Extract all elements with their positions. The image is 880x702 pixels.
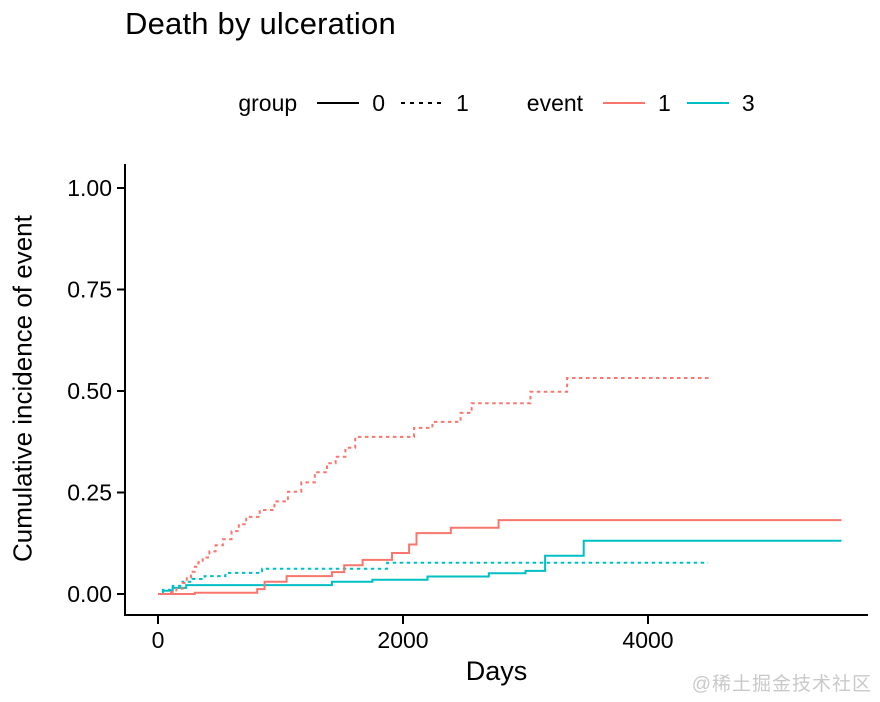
x-tick-label: 0 [152,627,165,653]
legend-group-section: group 0 1 [238,90,468,117]
series-group-0-event-3-line [158,539,842,595]
x-axis-title: Days [465,656,528,686]
watermark: @稀土掘金技术社区 [691,674,872,695]
series-group-1-event-1-line [158,377,710,595]
series-group-1-event-3-line [158,561,708,595]
event3-line-swatch [686,102,729,104]
legend-event-section: event 1 3 [527,90,755,117]
page-title: Death by ulceration [125,6,396,41]
legend-item-group-0: 0 [317,90,385,117]
legend-item-event-3: 3 [686,89,755,117]
y-tick-label: 0.50 [67,378,112,404]
legend: group 0 1 event 1 3 [125,86,868,120]
legend-group-title: group [238,89,298,116]
legend-item-event-1: 1 [603,90,671,117]
legend-label-event-1: 1 [658,89,671,116]
solid-line-swatch [317,102,360,104]
series-group-0-event-1-line [158,519,842,595]
y-tick-label: 0.25 [67,480,112,506]
event1-line-swatch [603,102,646,104]
legend-label-group-0: 0 [372,89,385,116]
y-tick-label: 0.75 [67,277,112,303]
y-tick-label: 0.00 [67,581,112,607]
x-tick-label: 2000 [377,627,428,653]
legend-item-group-1: 1 [400,89,469,117]
legend-label-event-3: 3 [741,89,755,116]
x-tick-label: 4000 [622,627,673,653]
dotted-line-swatch [400,102,443,104]
legend-label-group-1: 1 [455,89,469,116]
legend-event-title: event [526,89,584,116]
y-tick-label: 1.00 [67,175,112,201]
